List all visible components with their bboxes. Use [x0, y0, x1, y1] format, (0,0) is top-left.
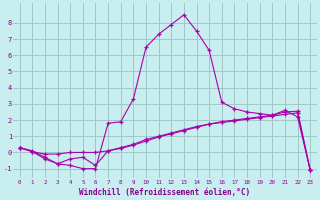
X-axis label: Windchill (Refroidissement éolien,°C): Windchill (Refroidissement éolien,°C) — [79, 188, 251, 197]
